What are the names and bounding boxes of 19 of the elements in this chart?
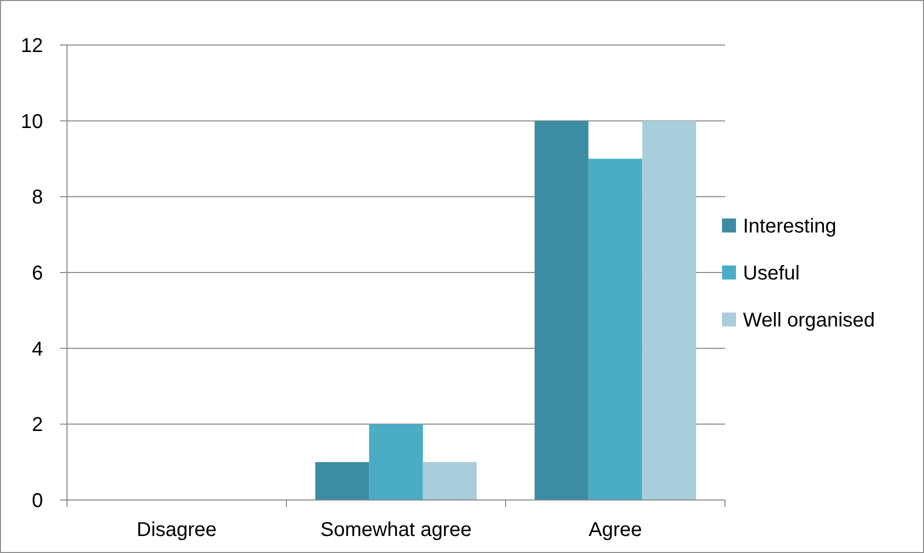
bar xyxy=(315,462,370,500)
x-tick-label: Agree xyxy=(588,519,642,541)
x-tick-label: Disagree xyxy=(136,519,217,541)
legend-label: Useful xyxy=(743,262,800,284)
x-tick-label: Somewhat agree xyxy=(320,519,472,541)
bar xyxy=(588,158,642,500)
y-tick-label: 12 xyxy=(20,35,43,57)
bar xyxy=(534,120,588,500)
legend-label: Interesting xyxy=(743,216,836,238)
y-tick-label: 10 xyxy=(20,110,43,133)
bar xyxy=(642,120,696,500)
y-tick-label: 2 xyxy=(32,414,43,436)
y-tick-label: 6 xyxy=(32,262,43,284)
y-tick-label: 8 xyxy=(32,186,43,209)
y-tick-label: 0 xyxy=(32,490,43,512)
y-tick-label: 4 xyxy=(32,338,43,360)
legend-label: Well organised xyxy=(743,310,875,332)
bar xyxy=(369,424,423,500)
bar xyxy=(422,462,477,500)
